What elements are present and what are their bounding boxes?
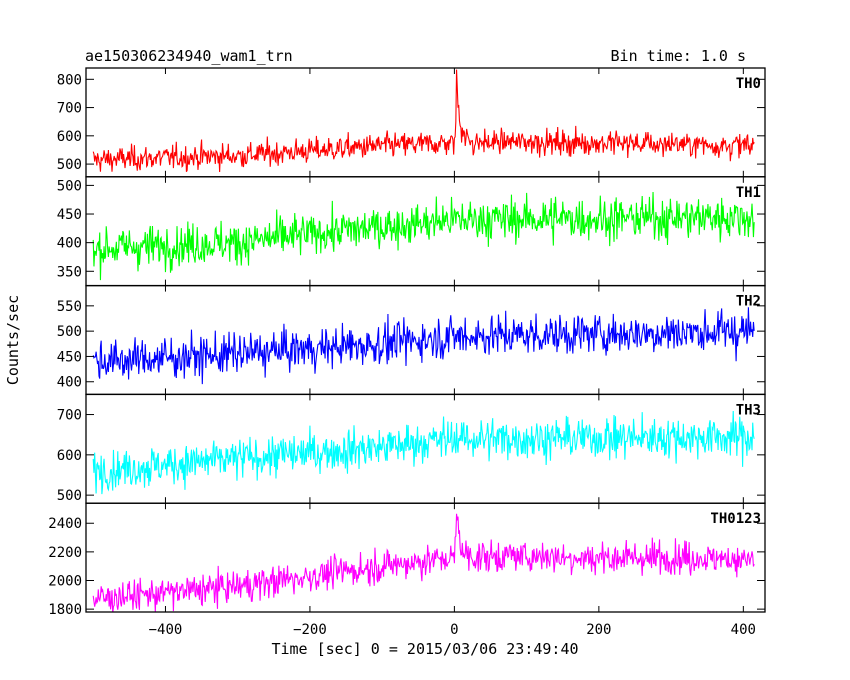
y-tick-label: 600 [57,129,82,145]
series-th3 [92,410,755,495]
y-tick-label: 500 [57,324,82,340]
y-tick-label: 1800 [48,602,82,618]
panel-label: TH3 [736,402,761,418]
y-tick-label: 500 [57,178,82,194]
y-tick-label: 700 [57,101,82,117]
x-axis: −400 −200 0 200 400 [149,622,756,638]
panel-th3: 500 600 700 TH3 [57,393,766,504]
panel-th0123: 1800 2000 2200 2400 TH0123 [48,502,766,618]
y-tick-label: 500 [57,157,82,173]
panel-label: TH0 [736,76,761,92]
y-tick-label: 400 [57,236,82,252]
series-th1 [92,191,755,281]
y-tick-label: 450 [57,207,82,223]
x-tick-label: −200 [293,622,327,638]
panel-label: TH2 [736,294,761,310]
chart-title: ae150306234940_wam1_trn [85,47,293,65]
x-tick-label: 200 [586,622,611,638]
series-th0 [92,69,755,173]
y-tick-label: 2400 [48,516,82,532]
bin-time-label: Bin time: 1.0 s [611,47,746,65]
y-axis-label: Counts/sec [4,295,22,385]
panel-label: TH0123 [710,511,761,527]
y-tick-label: 2200 [48,545,82,561]
y-tick-label: 400 [57,375,82,391]
y-tick-label: 550 [57,299,82,315]
panel-frame [85,502,766,613]
x-tick-label: 400 [731,622,756,638]
y-tick-label: 800 [57,72,82,88]
panel-th2: 400 450 500 550 TH2 [57,284,766,396]
x-axis-label: Time [sec] 0 = 2015/03/06 23:49:40 [271,640,578,658]
y-tick-label: 450 [57,349,82,365]
y-tick-label: 700 [57,408,82,424]
y-tick-label: 600 [57,448,82,464]
panel-th1: 350 400 450 500 TH1 [57,176,766,287]
y-tick-label: 2000 [48,574,82,590]
panel-label: TH1 [736,185,761,201]
y-tick-label: 350 [57,264,82,280]
y-tick-label: 500 [57,488,82,504]
x-tick-label: 0 [450,622,458,638]
series-th0123 [92,513,755,613]
x-tick-label: −400 [149,622,183,638]
series-th2 [92,307,755,385]
panel-th0: 500 600 700 800 TH0 [57,67,766,178]
